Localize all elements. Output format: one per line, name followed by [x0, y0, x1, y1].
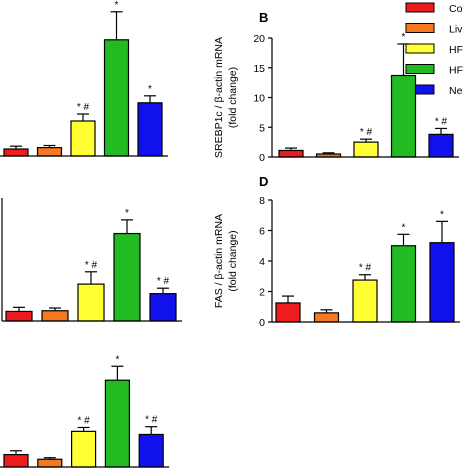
significance-marker: * #	[77, 102, 90, 113]
y-tick-label: 15	[253, 63, 265, 75]
legend-label: Co	[449, 3, 463, 15]
bar	[3, 454, 29, 468]
significance-marker: * #	[360, 127, 373, 138]
y-axis-label: SREBP1c / β-actin mRNA	[213, 37, 225, 158]
bar	[137, 102, 163, 157]
bar	[113, 232, 141, 322]
y-tick-label: 20	[253, 33, 265, 45]
bar	[103, 39, 130, 157]
bar	[104, 379, 131, 468]
significance-marker: *	[115, 0, 119, 11]
bar	[70, 430, 97, 468]
bar	[70, 120, 96, 157]
bar	[353, 141, 379, 158]
bar	[352, 279, 378, 323]
significance-marker: *	[402, 32, 406, 43]
significance-marker: *	[440, 209, 444, 220]
legend-item: HF	[405, 64, 463, 77]
legend-swatch	[405, 23, 435, 33]
y-tick-label: 6	[259, 226, 265, 238]
significance-marker: * #	[85, 260, 98, 271]
bar	[5, 310, 33, 322]
significance-marker: * #	[359, 263, 372, 274]
significance-marker: *	[148, 84, 152, 95]
significance-marker: * #	[435, 116, 448, 127]
bar	[37, 458, 63, 468]
y-tick-label: 4	[259, 256, 265, 268]
chart-panel-2: 0 5 10 15 20 SREBP1c / β-actin mRNA (fold chan…	[213, 10, 459, 164]
legend-label: HF	[449, 65, 463, 77]
bar	[390, 74, 417, 158]
bar	[390, 245, 417, 323]
significance-marker: * #	[77, 415, 90, 426]
legend-item: Liv	[405, 23, 463, 36]
significance-marker: *	[115, 354, 119, 365]
bar	[313, 312, 340, 323]
legend-label: Ne	[449, 85, 463, 97]
bar	[278, 149, 304, 158]
chart-panel-1: * # * *	[0, 0, 168, 157]
legend-swatch	[405, 2, 435, 13]
panel-letter: B	[259, 10, 268, 25]
significance-marker: * #	[157, 276, 170, 287]
legend-label: Liv	[449, 24, 463, 36]
bar	[429, 242, 455, 323]
legend-item: Co	[405, 2, 463, 15]
chart-panel-4: 0 2 4 6 8 FAS / β-actin mRNA (fold change) D * #…	[213, 174, 460, 329]
bar	[77, 283, 105, 322]
significance-marker: * #	[145, 415, 158, 426]
legend-swatch	[405, 43, 435, 54]
y-axis-label-unit: (fold change)	[227, 230, 239, 291]
significance-marker: *	[402, 222, 406, 233]
bar	[149, 293, 177, 322]
bar	[3, 148, 29, 157]
legend-swatch	[405, 64, 435, 74]
chart-panel-5: * # * * #	[0, 354, 170, 468]
bar	[41, 310, 69, 322]
panel-letter: D	[259, 174, 268, 189]
y-tick-label: 2	[259, 287, 265, 299]
y-axis-label: FAS / β-actin mRNA	[213, 214, 225, 308]
bar	[428, 133, 454, 158]
y-tick-label: 10	[253, 93, 265, 105]
significance-marker: *	[125, 208, 129, 219]
y-axis-label-unit: (fold change)	[227, 67, 239, 128]
bar	[36, 147, 63, 157]
y-tick-label: 0	[259, 152, 265, 164]
chart-panel-3: * # * * #	[1, 198, 182, 322]
y-tick-label: 8	[259, 195, 265, 207]
y-tick-label: 0	[259, 317, 265, 329]
y-tick-label: 5	[259, 122, 265, 134]
legend-item: HF	[405, 43, 463, 56]
legend-label: HF	[449, 44, 463, 56]
bar	[138, 433, 164, 468]
bar	[275, 302, 301, 323]
